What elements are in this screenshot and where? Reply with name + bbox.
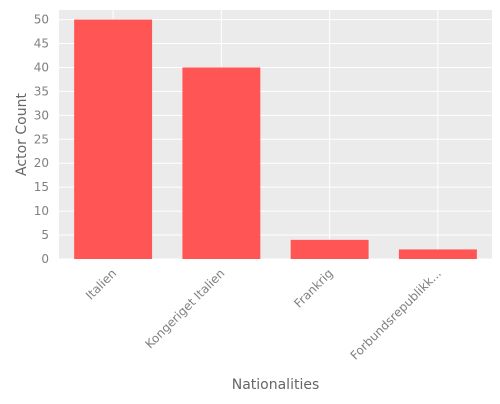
x-axis-title: Nationalities (232, 377, 320, 393)
y-tick-label: 50 (34, 13, 49, 27)
y-tick-label: 5 (41, 228, 49, 242)
bar (290, 239, 369, 259)
bar (182, 67, 261, 259)
x-tick-label: Frankrig (291, 266, 335, 310)
bar (74, 19, 153, 260)
x-tick-label: Kongeriget Italien (142, 266, 227, 351)
y-axis-title: Actor Count (14, 93, 30, 176)
y-tick-label: 15 (34, 180, 49, 194)
y-tick-labels: 0 5 10 15 20 25 30 35 40 45 50 (34, 13, 49, 266)
bars (74, 19, 477, 260)
y-tick-label: 0 (41, 252, 49, 266)
y-tick-label: 30 (34, 108, 49, 122)
bar (398, 249, 477, 259)
y-tick-label: 45 (34, 37, 49, 51)
y-tick-label: 40 (34, 60, 49, 74)
x-tick-label: Forbundsrepublikk... (348, 266, 444, 362)
y-tick-label: 20 (34, 156, 49, 170)
x-tick-labels: Italien Kongeriget Italien Frankrig Forbund… (83, 266, 444, 362)
y-tick-label: 10 (34, 204, 49, 218)
y-tick-label: 35 (34, 84, 49, 98)
y-tick-label: 25 (34, 132, 49, 146)
x-tick-label: Italien (83, 266, 119, 302)
